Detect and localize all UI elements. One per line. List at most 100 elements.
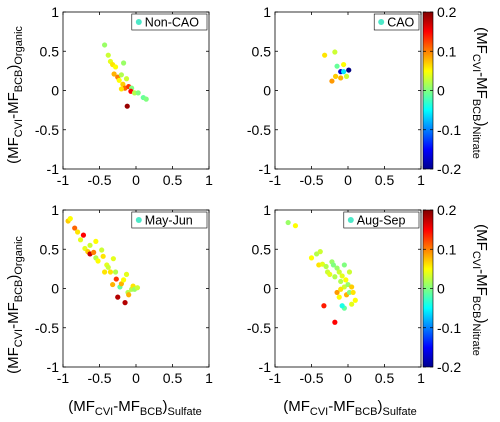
data-point [93,238,99,244]
legend-marker [378,19,385,25]
data-point [332,274,338,280]
data-point [341,69,347,75]
data-point [343,277,349,283]
data-point [123,271,130,277]
ylabel-bottom: (MFCVI-MFBCB)Organic [5,236,25,374]
x-tick-label: 0.5 [375,370,395,386]
y-tick-label: 0.5 [252,43,272,59]
x-tick-label: -1 [57,172,70,188]
data-point [332,73,339,79]
colorbar-tick-label: -0.1 [437,122,461,138]
data-point [332,319,338,325]
data-point [91,249,97,255]
y-tick-label: 0.5 [40,241,60,257]
y-tick-label: 0.5 [252,241,272,257]
data-point [115,294,121,300]
plot-area: -1 -0.5 0 0.5 1 1 0.5 0 -0.5 -1 Non-CAO -1 -0.5 0 0.5 1… [35,4,461,386]
y-tick-label: 1 [263,4,271,20]
data-point [110,256,116,262]
y-tick-label: 1 [263,202,271,218]
legend-label: CAO [387,16,414,30]
data-point [341,262,347,268]
y-tick-label: 1 [51,4,59,20]
data-point [107,269,114,275]
data-point [346,289,353,296]
data-point [349,301,355,307]
x-tick-label: 0.5 [375,172,395,188]
y-tick-label: 1 [51,202,59,218]
data-point [100,253,106,259]
xlabel-right: (MFCVI-MFBCB)Sulfate [283,398,417,418]
y-tick-label: -0.5 [247,320,271,336]
data-point [111,71,117,77]
colorbar-tick-label: -0.2 [437,161,461,177]
x-tick-label: 0.5 [163,172,183,188]
data-point [321,303,327,309]
legend-box [131,211,208,229]
colorbar-tick-label: -0.1 [437,320,461,336]
data-point [322,52,328,58]
data-point [95,258,101,264]
colorbar-tick-label: 0 [437,281,445,297]
data-point [285,219,291,226]
colorbar-tick-label: 0 [437,83,445,99]
data-point [346,67,352,73]
colorbar-label-top: (MFCVI-MFBCB)Nitrate [470,27,490,159]
panel-cao: -1 -0.5 0 0.5 1 1 0.5 0 -0.5 -1 CAO [247,4,425,188]
legend-label: May-Jun [145,214,193,228]
legend-marker [135,217,142,223]
legend-marker [347,217,354,223]
data-point [105,52,111,58]
data-point [350,289,356,296]
data-point [334,63,340,69]
data-point [332,49,338,55]
x-tick-label: 0.5 [163,370,183,386]
y-tick-label: 0 [263,83,271,99]
x-tick-label: -0.5 [299,172,323,188]
x-tick-label: 1 [417,370,425,386]
x-tick-label: -1 [269,370,282,386]
legend-label: Aug-Sep [357,214,406,228]
data-point [120,60,127,66]
data-point [349,284,355,290]
axes-box [62,11,210,170]
y-tick-label: -0.5 [35,320,59,336]
y-tick-label: -1 [47,161,60,177]
data-point [143,96,149,102]
x-tick-label: 0 [344,370,352,386]
colorbar-tick-label: 0.1 [437,43,457,59]
data-point [122,300,128,306]
data-point [330,262,336,268]
data-point [102,42,108,48]
colorbar-label-bottom: (MFCVI-MFBCB)Nitrate [470,224,490,356]
colorbar-tick-label: 0.2 [437,202,457,218]
data-point [67,216,73,222]
y-tick-label: -0.5 [247,122,271,138]
axes-box [274,11,422,170]
x-tick-label: 1 [417,172,425,188]
data-point [341,61,347,68]
legend-label: Non-CAO [145,16,199,30]
xlabel-left: (MFCVI-MFBCB)Sulfate [68,398,202,418]
panel-aug-sep: -1 -0.5 0 0.5 1 1 0.5 0 -0.5 -1 Aug-Sep [247,202,425,386]
data-point [118,72,124,78]
data-point [126,292,132,298]
x-tick-label: -0.5 [87,172,111,188]
colorbar-tick-label: 0.2 [437,4,457,20]
legend-box [343,211,420,229]
y-tick-label: 0.5 [40,43,60,59]
y-tick-label: -1 [259,161,272,177]
x-tick-label: 0 [344,172,352,188]
x-tick-label: 1 [205,172,213,188]
data-point [72,225,78,231]
data-point [99,247,105,253]
data-point [123,76,130,82]
data-point [334,289,340,296]
data-point [110,281,116,288]
data-point [336,269,342,275]
data-point [339,303,345,309]
data-point [118,86,124,92]
y-tick-label: -1 [47,359,60,375]
axes-box [274,209,422,368]
